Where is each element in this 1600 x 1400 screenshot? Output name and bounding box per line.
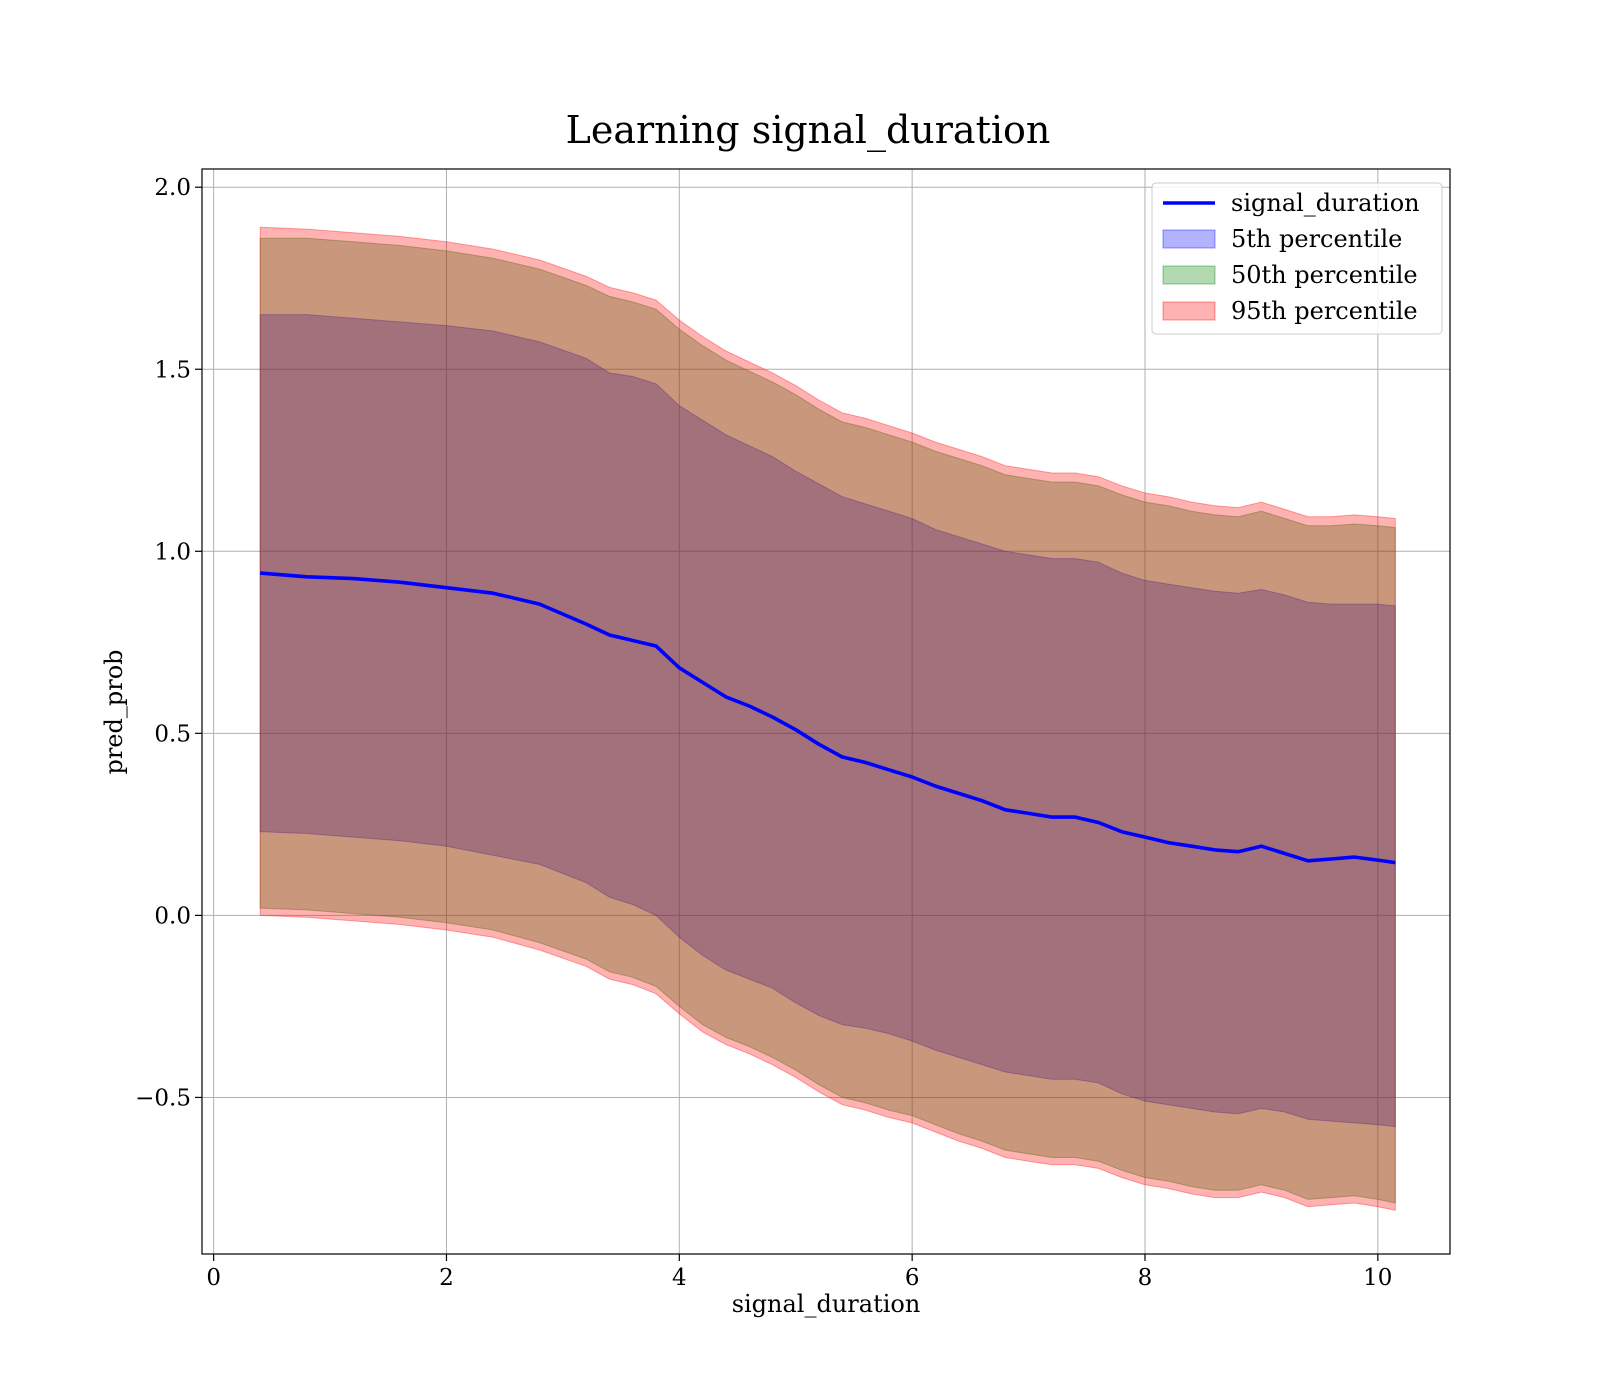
x-axis-label: signal_duration [732,1290,921,1318]
legend-label: 95th percentile [1231,297,1418,325]
ticks: 0 2 4 6 8 10 −0.5 0.0 0.5 1.0 1.5 2.0 [135,175,1392,1291]
legend-label: 5th percentile [1231,225,1402,253]
legend-patch-swatch [1162,301,1216,321]
x-tick-label: 8 [1138,1265,1153,1291]
legend: signal_duration 5th percentile 50th percen… [1151,182,1443,335]
legend-patch-swatch [1162,229,1216,249]
grid [202,169,1450,1254]
y-axis-label: pred_prob [100,649,128,774]
y-tick-label: 0.5 [154,721,191,747]
y-tick-label: 2.0 [154,175,191,201]
band-50th-percentile [259,237,1396,1204]
legend-label: signal_duration [1231,189,1420,217]
y-tick-label: 0.0 [154,903,191,929]
legend-label: 50th percentile [1231,261,1418,289]
legend-patch-swatch [1162,265,1216,285]
x-tick-label: 4 [672,1265,687,1291]
band-95th-percentile [259,226,1396,1211]
band-5th-percentile [259,314,1396,1128]
series-lines [260,571,1396,865]
y-tick-label: −0.5 [135,1085,191,1111]
chart-title: Learning signal_duration [566,108,1051,153]
x-tick-label: 10 [1363,1265,1392,1291]
x-tick-label: 2 [439,1265,454,1291]
legend-box [1151,182,1443,335]
x-tick-label: 0 [206,1265,221,1291]
y-tick-label: 1.5 [154,357,191,383]
x-tick-label: 6 [905,1265,920,1291]
percentile-bands [259,226,1396,1211]
y-tick-label: 1.0 [154,539,191,565]
plot-frame [201,168,1451,1255]
series-line-signal_duration [260,571,1396,865]
